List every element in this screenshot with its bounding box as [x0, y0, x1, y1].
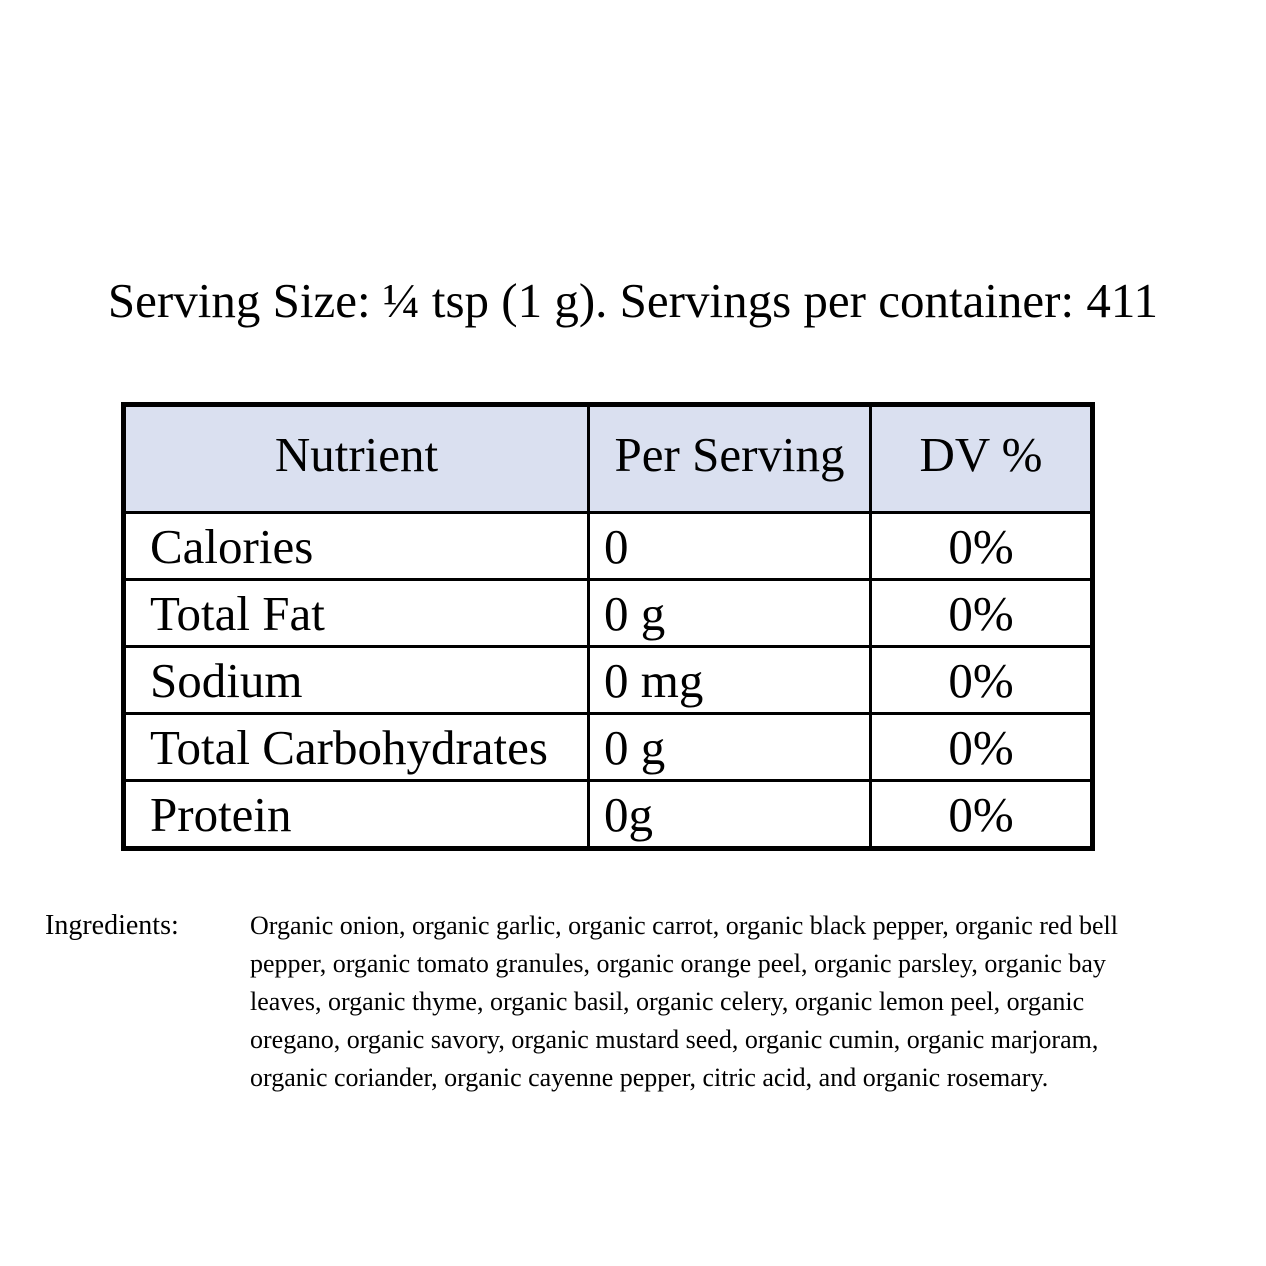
dv-value: 0% [869, 511, 1094, 581]
per-serving-value: 0g [587, 779, 872, 850]
table-row-total-fat: Total Fat 0 g 0% [122, 578, 1094, 648]
dv-value: 0% [869, 779, 1094, 850]
nutrient-name: Protein [122, 779, 590, 850]
nutrient-name: Total Fat [122, 578, 590, 648]
table-row-protein: Protein 0g 0% [122, 779, 1094, 850]
serving-info-line: Serving Size: ¼ tsp (1 g). Servings per … [107, 273, 1159, 328]
nutrient-name: Sodium [122, 645, 590, 715]
ingredients-label: Ingredients: [45, 910, 179, 941]
table-row-sodium: Sodium 0 mg 0% [122, 645, 1094, 715]
table-row-calories: Calories 0 0% [122, 511, 1094, 581]
dv-value: 0% [869, 712, 1094, 782]
table-header-row: Nutrient Per Serving DV % [122, 403, 1094, 514]
per-serving-value: 0 [587, 511, 872, 581]
per-serving-value: 0 g [587, 712, 872, 782]
nutrition-table: Nutrient Per Serving DV % Calories 0 0% … [121, 402, 1095, 851]
ingredients-section: Ingredients: Organic onion, organic garl… [0, 907, 1266, 1097]
table-row-total-carbohydrates: Total Carbohydrates 0 g 0% [122, 712, 1094, 782]
per-serving-value: 0 g [587, 578, 872, 648]
column-header-dv-percent: DV % [869, 403, 1094, 514]
nutrient-name: Calories [122, 511, 590, 581]
nutrient-name: Total Carbohydrates [122, 712, 590, 782]
dv-value: 0% [869, 578, 1094, 648]
dv-value: 0% [869, 645, 1094, 715]
column-header-nutrient: Nutrient [122, 403, 590, 514]
per-serving-value: 0 mg [587, 645, 872, 715]
column-header-per-serving: Per Serving [587, 403, 872, 514]
ingredients-text: Organic onion, organic garlic, organic c… [250, 911, 1118, 1092]
